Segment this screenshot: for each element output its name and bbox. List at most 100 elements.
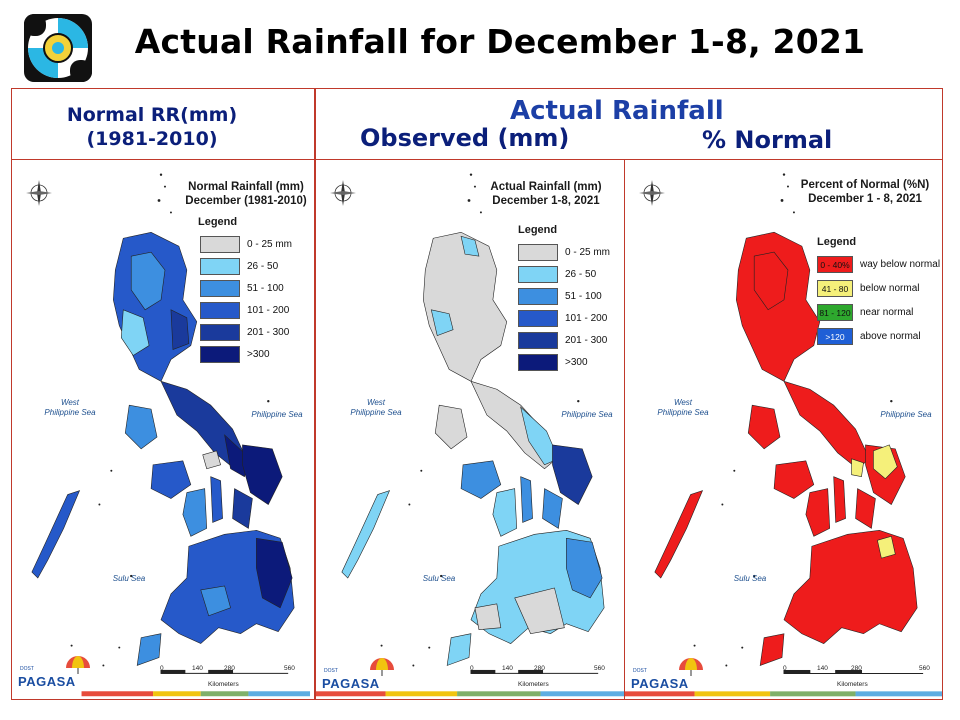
- legend-item: 41 - 80 below normal: [817, 280, 919, 297]
- sulu-sea-label: Sulu Sea: [112, 574, 146, 583]
- scale-tick: 560: [919, 665, 930, 672]
- legend-item: >120 above normal: [817, 328, 921, 345]
- legend-swatch-label: 41 - 80: [821, 283, 849, 294]
- agency-small-label: DOST: [20, 666, 34, 672]
- sea-label-line: West: [673, 398, 693, 407]
- scale-unit: Kilometers: [837, 681, 868, 688]
- legend-item: 0 - 40% way below normal: [817, 256, 940, 273]
- legend-item: 26 - 50: [200, 258, 278, 275]
- observed-heading: Observed (mm): [360, 124, 570, 152]
- map-title: Percent of Normal (%N) December 1 - 8, 2…: [791, 178, 939, 206]
- legend-item: >300: [518, 354, 588, 371]
- legend-label: 101 - 200: [565, 313, 608, 324]
- slide-title: Actual Rainfall for December 1-8, 2021: [134, 22, 866, 61]
- map-title-line2: December 1-8, 2021: [492, 195, 600, 207]
- legend-label: near normal: [860, 307, 914, 318]
- compass-rose-icon: [24, 174, 54, 212]
- map-title: Actual Rainfall (mm) December 1-8, 2021: [486, 180, 606, 208]
- scale-tick: 280: [224, 665, 235, 672]
- legend-swatch: [200, 258, 240, 275]
- observed-rainfall-map: [316, 173, 624, 697]
- legend-title: Legend: [198, 216, 238, 228]
- percent-normal-map: [625, 173, 942, 697]
- umbrella-icon: [66, 656, 90, 674]
- legend-item: 81 - 120 near normal: [817, 304, 913, 321]
- observed-rainfall-map-panel: Actual Rainfall (mm) December 1-8, 2021 …: [315, 159, 625, 700]
- legend-swatch: >120: [817, 328, 853, 345]
- legend-item: 201 - 300: [518, 332, 607, 349]
- legend-swatch-label: 0 - 40%: [820, 259, 850, 270]
- scale-bar: [783, 669, 924, 674]
- legend-item: 201 - 300: [200, 324, 289, 341]
- umbrella-icon: [679, 658, 703, 676]
- sulu-sea-label: Sulu Sea: [733, 574, 767, 583]
- map-title-line2: December (1981-2010): [185, 195, 307, 207]
- legend-swatch: 41 - 80: [817, 280, 853, 297]
- scale-tick: 0: [160, 665, 164, 672]
- compass-rose-icon: [328, 174, 358, 212]
- legend-label: 101 - 200: [247, 305, 290, 316]
- legend-swatch: [518, 266, 558, 283]
- sea-label-line: West: [60, 398, 80, 407]
- percent-normal-map-panel: Percent of Normal (%N) December 1 - 8, 2…: [624, 159, 943, 700]
- normal-period-heading: (1981-2010): [86, 128, 218, 150]
- legend-swatch: 0 - 40%: [817, 256, 853, 273]
- sea-label-line: Philippine Sea: [44, 408, 96, 417]
- scale-bar: [470, 669, 599, 674]
- west-philippine-sea-label: West Philippine Sea: [336, 398, 416, 418]
- legend-swatch: [518, 288, 558, 305]
- scale-tick: 140: [192, 665, 203, 672]
- legend-item: 0 - 25 mm: [200, 236, 292, 253]
- scale-bar: [160, 669, 289, 674]
- legend-label: 51 - 100: [565, 291, 602, 302]
- actual-rainfall-heading: Actual Rainfall: [510, 96, 724, 126]
- agency-small-label: DOST: [633, 668, 647, 674]
- legend-label: 201 - 300: [565, 335, 608, 346]
- legend-item: 101 - 200: [200, 302, 289, 319]
- legend-item: 51 - 100: [518, 288, 602, 305]
- legend-item: 0 - 25 mm: [518, 244, 610, 261]
- scale-tick: 560: [284, 665, 295, 672]
- legend-label: 0 - 25 mm: [565, 247, 611, 258]
- sea-label-line: Philippine Sea: [657, 408, 709, 417]
- normal-rr-heading: Normal RR(mm): [66, 104, 238, 126]
- normal-rainfall-map-panel: Normal Rainfall (mm) December (1981-2010…: [11, 159, 315, 700]
- map-title-line2: December 1 - 8, 2021: [808, 193, 922, 205]
- legend-swatch-label: >120: [825, 331, 845, 342]
- pagasa-wordmark: PAGASA: [18, 674, 76, 689]
- scale-tick: 0: [783, 665, 787, 672]
- legend-item: 26 - 50: [518, 266, 596, 283]
- legend-swatch: [518, 244, 558, 261]
- umbrella-icon: [370, 658, 394, 676]
- legend-item: 101 - 200: [518, 310, 607, 327]
- scale-tick: 140: [502, 665, 513, 672]
- percent-normal-heading: % Normal: [702, 126, 833, 154]
- legend-label: below normal: [860, 283, 920, 294]
- legend-title: Legend: [817, 236, 857, 248]
- sulu-sea-label: Sulu Sea: [422, 574, 456, 583]
- scale-tick: 0: [470, 665, 474, 672]
- legend-title: Legend: [518, 224, 558, 236]
- legend-label: above normal: [860, 331, 921, 342]
- philippine-sea-label: Philippine Sea: [561, 410, 613, 419]
- sea-label-line: West: [366, 398, 386, 407]
- map-title-line1: Percent of Normal (%N): [800, 179, 930, 191]
- legend-label: 51 - 100: [247, 283, 284, 294]
- legend-label: 26 - 50: [565, 269, 597, 280]
- west-philippine-sea-label: West Philippine Sea: [643, 398, 723, 418]
- legend-label: 201 - 300: [247, 327, 290, 338]
- agency-small-label: DOST: [324, 668, 338, 674]
- legend-swatch: 81 - 120: [817, 304, 853, 321]
- scale-unit: Kilometers: [518, 681, 549, 688]
- legend-swatch: [200, 302, 240, 319]
- legend-swatch: [518, 310, 558, 327]
- normal-rainfall-map: [31, 173, 311, 697]
- sea-label-line: Philippine Sea: [350, 408, 402, 417]
- scale-tick: 560: [594, 665, 605, 672]
- legend-label: way below normal: [860, 259, 941, 270]
- pagasa-wordmark: PAGASA: [322, 676, 380, 691]
- scale-tick: 140: [817, 665, 828, 672]
- legend-swatch-label: 81 - 120: [819, 307, 851, 318]
- scale-unit: Kilometers: [208, 681, 239, 688]
- pagasa-seal-icon: [24, 14, 92, 82]
